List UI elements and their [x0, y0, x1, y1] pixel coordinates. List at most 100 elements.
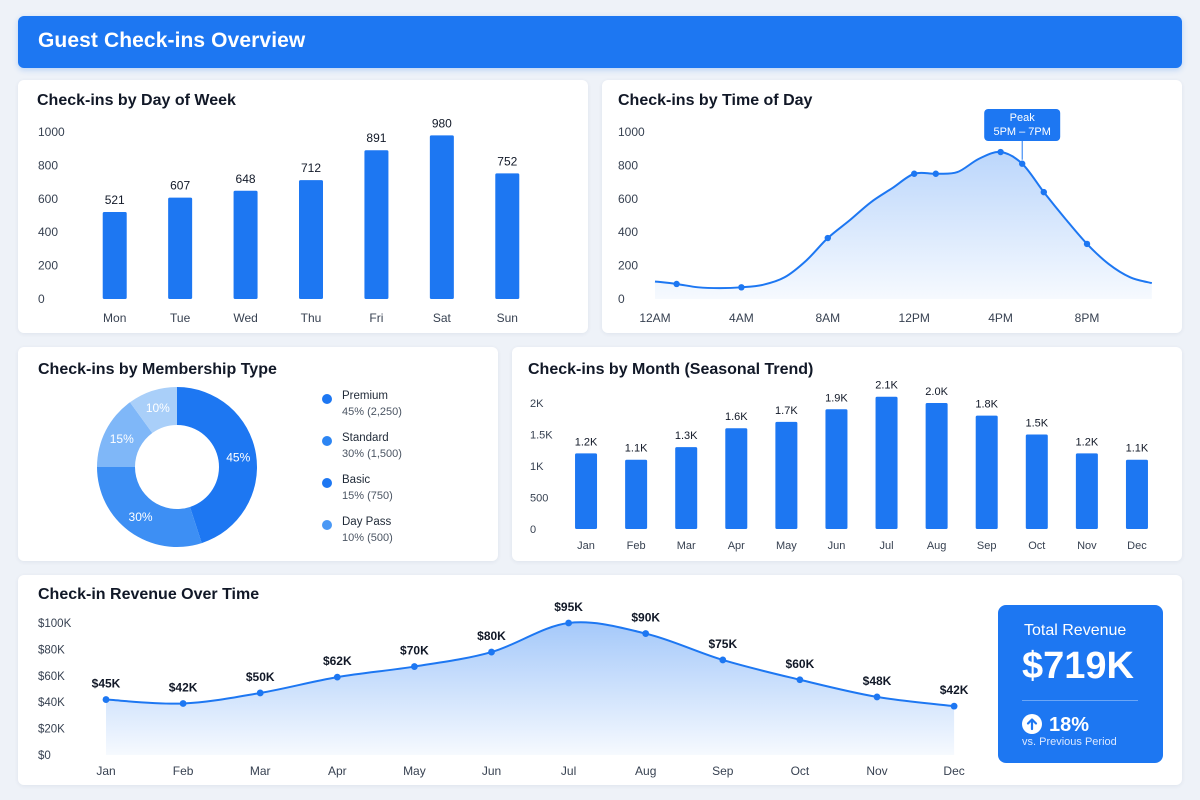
- month-data-label: 2.1K: [875, 380, 898, 392]
- revenue-chart: $0 $20K $40K $60K $80K $100K $45K Jan $42K Feb $50…: [38, 600, 969, 778]
- donut-percent-label: 15%: [110, 432, 134, 446]
- legend-label: Premium: [342, 390, 389, 402]
- rev-x-tick-label: Apr: [328, 764, 347, 778]
- donut-percent-label: 10%: [146, 401, 170, 415]
- dow-x-tick-label: Thu: [301, 311, 322, 325]
- dow-x-tick-label: Sat: [433, 311, 452, 325]
- month-x-tick-label: Sep: [977, 540, 997, 552]
- dow-data-label: 891: [366, 131, 386, 145]
- tod-point: [738, 284, 745, 291]
- month-bar: [725, 428, 748, 529]
- month-bar: [875, 396, 898, 529]
- rev-data-label: $50K: [246, 670, 275, 684]
- time-of-day-chart: 0 200 400 600 800 1000 12AM 4AM 8AM 12PM 4PM 8PM Pea…: [618, 109, 1153, 325]
- month-x-tick-label: Jan: [577, 540, 595, 552]
- legend-item-day-pass: Day Pass 10% (500): [322, 516, 462, 556]
- legend-item-premium: Premium 45% (2,250): [322, 390, 462, 430]
- monthly-chart: 0 500 1K 1.5K 2K 1.2K Jan 1.1K Feb 1.3K Mar 1.6K Apr…: [530, 380, 1149, 552]
- peak-annotation-range: 5PM – 7PM: [993, 126, 1050, 138]
- month-bar: [975, 415, 998, 529]
- rev-y-tick-label: $0: [38, 750, 51, 762]
- tod-point: [1083, 240, 1091, 248]
- legend-item-standard: Standard 30% (1,500): [322, 432, 462, 472]
- tod-point: [673, 280, 680, 288]
- rev-x-tick-label: Jun: [482, 764, 501, 778]
- tod-y-tick-label: 400: [618, 225, 638, 239]
- header-banner: Guest Check-ins Overview: [18, 16, 1182, 68]
- rev-y-tick-label: $20K: [38, 724, 65, 736]
- month-data-label: 1.1K: [1126, 443, 1149, 455]
- dow-y-tick-label: 600: [38, 192, 58, 206]
- legend-value: 30% (1,500): [342, 448, 402, 460]
- month-data-label: 1.5K: [1025, 418, 1048, 430]
- tod-y-tick-label: 800: [618, 158, 638, 172]
- dow-data-label: 521: [105, 193, 125, 207]
- dow-y-tick-label: 1000: [38, 125, 65, 139]
- month-data-label: 2.0K: [925, 386, 948, 398]
- tod-x-tick-label: 4AM: [729, 311, 754, 325]
- month-x-tick-label: Jun: [828, 540, 846, 552]
- month-y-tick-label: 2K: [530, 398, 544, 410]
- rev-point: [102, 696, 110, 703]
- legend-value: 15% (750): [342, 490, 393, 502]
- rev-series-line: [105, 621, 955, 708]
- tod-x-tick-label: 12PM: [899, 311, 930, 325]
- dow-x-tick-label: Wed: [233, 311, 257, 325]
- month-bar: [775, 421, 798, 529]
- month-y-tick-label: 1K: [530, 461, 544, 473]
- dow-data-label: 648: [236, 172, 256, 186]
- dow-x-tick-label: Tue: [170, 311, 191, 325]
- dow-data-label: 752: [497, 154, 517, 168]
- rev-area: [106, 622, 955, 755]
- rev-point: [411, 663, 418, 670]
- month-bar: [1075, 453, 1098, 529]
- donut-slice-basic: [97, 402, 153, 467]
- rev-point: [333, 673, 341, 681]
- rev-data-label: $60K: [786, 657, 815, 671]
- dow-y-tick-label: 0: [38, 292, 45, 306]
- month-x-tick-label: Oct: [1028, 540, 1045, 552]
- rev-data-label: $80K: [477, 629, 506, 643]
- arrow-up-icon: [1022, 714, 1042, 734]
- month-x-tick-label: Feb: [627, 540, 646, 552]
- legend-value: 45% (2,250): [342, 406, 402, 418]
- month-x-tick-label: Nov: [1077, 540, 1097, 552]
- kpi-change: 18%: [1049, 714, 1090, 736]
- chart-title-revenue: Check-in Revenue Over Time: [38, 586, 260, 603]
- membership-donut-chart: 45% 30% 15% 10%: [97, 387, 257, 547]
- dow-data-label: 607: [170, 179, 190, 193]
- rev-point: [719, 656, 727, 664]
- rev-data-label: $42K: [169, 681, 198, 695]
- month-y-tick-label: 500: [530, 493, 548, 505]
- month-x-tick-label: Aug: [927, 540, 947, 552]
- chart-title-day-of-week: Check-ins by Day of Week: [37, 92, 236, 109]
- tod-y-tick-label: 600: [618, 192, 638, 206]
- month-y-tick-label: 1.5K: [530, 430, 553, 442]
- dow-bar: [168, 197, 193, 299]
- legend-swatch-standard: [322, 436, 332, 446]
- dow-bar: [495, 173, 520, 299]
- chart-title-time-of-day: Check-ins by Time of Day: [618, 92, 813, 109]
- donut-percent-label: 45%: [226, 450, 250, 464]
- rev-x-tick-label: Aug: [635, 764, 656, 778]
- donut-percent-label: 30%: [129, 510, 153, 524]
- month-data-label: 1.6K: [725, 411, 748, 423]
- month-y-tick-label: 0: [530, 524, 536, 536]
- rev-point: [179, 700, 187, 707]
- tod-point: [932, 170, 939, 177]
- rev-x-tick-label: Feb: [173, 764, 194, 778]
- rev-data-label: $90K: [631, 611, 660, 625]
- legend-item-basic: Basic 15% (750): [322, 474, 462, 514]
- month-x-tick-label: Apr: [728, 540, 745, 552]
- rev-x-tick-label: Nov: [866, 764, 887, 778]
- month-x-tick-label: Dec: [1127, 540, 1147, 552]
- month-data-label: 1.2K: [1076, 436, 1099, 448]
- month-data-label: 1.8K: [975, 399, 998, 411]
- tod-point: [1019, 160, 1026, 167]
- dow-y-tick-label: 200: [38, 259, 58, 273]
- month-bar: [625, 459, 648, 529]
- month-bar: [575, 453, 598, 529]
- dow-bar: [299, 180, 323, 299]
- dow-bar: [364, 150, 389, 299]
- dow-x-tick-label: Mon: [103, 311, 126, 325]
